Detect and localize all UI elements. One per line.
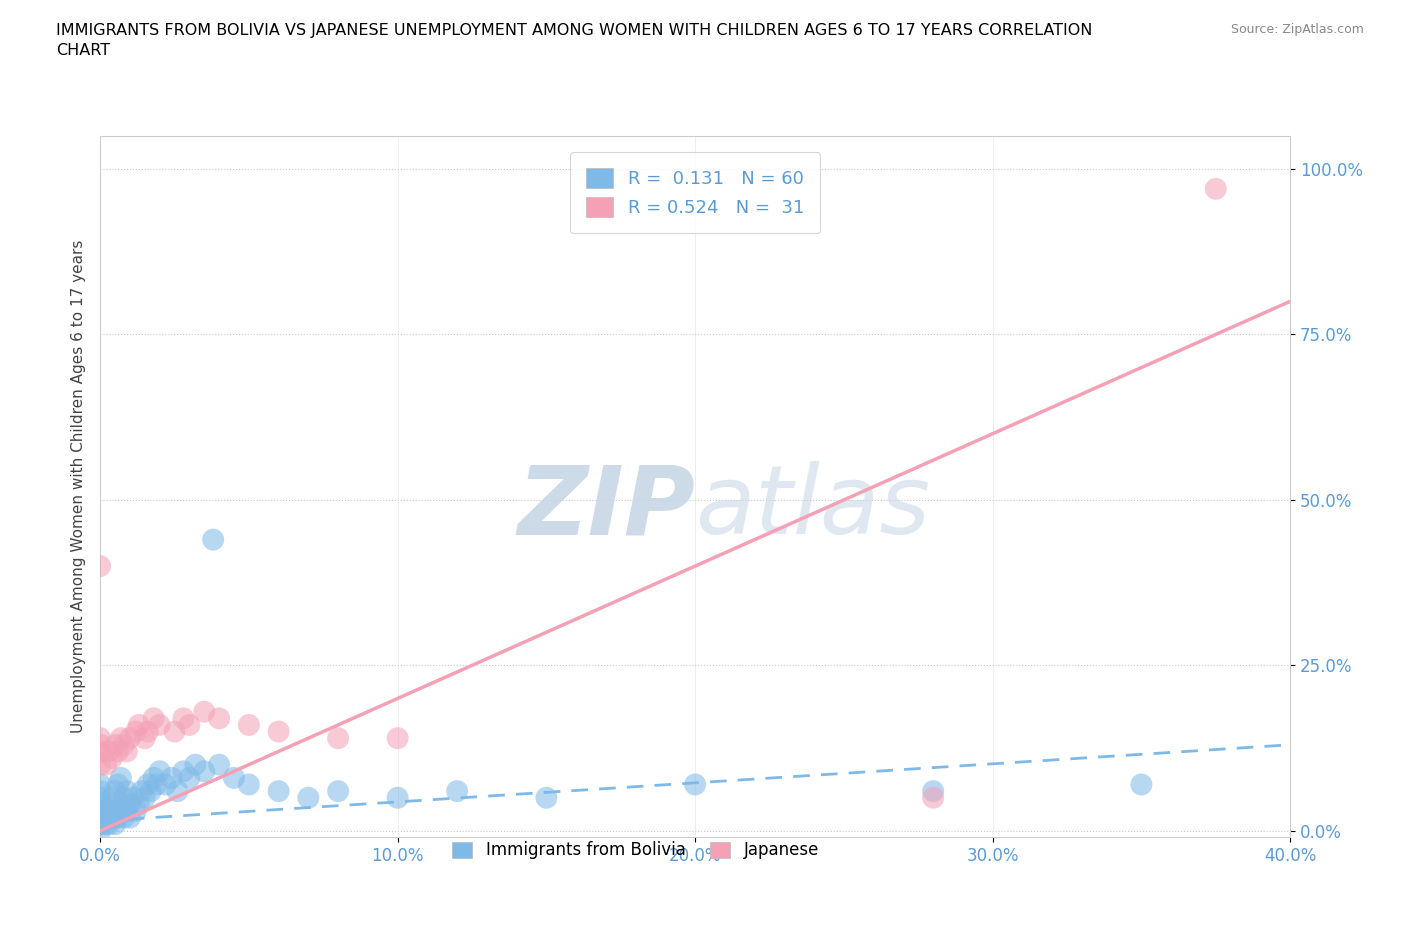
Y-axis label: Unemployment Among Women with Children Ages 6 to 17 years: Unemployment Among Women with Children A…: [72, 240, 86, 734]
Point: [446, 784, 468, 799]
Point: [104, 737, 127, 752]
Point: [89, 797, 111, 812]
Point: [101, 810, 124, 825]
Point: [110, 731, 132, 746]
Point: [101, 797, 124, 812]
Point: [139, 784, 162, 799]
Point: [172, 764, 194, 778]
Point: [222, 770, 245, 785]
Point: [208, 757, 231, 772]
Point: [326, 784, 349, 799]
Point: [208, 711, 231, 725]
Point: [142, 711, 165, 725]
Point: [267, 724, 290, 739]
Point: [922, 790, 945, 805]
Point: [172, 711, 194, 725]
Point: [193, 704, 215, 719]
Point: [89, 817, 111, 831]
Point: [387, 731, 409, 746]
Point: [128, 797, 150, 812]
Point: [142, 770, 165, 785]
Point: [125, 804, 148, 818]
Point: [115, 804, 138, 818]
Point: [387, 790, 409, 805]
Point: [166, 784, 188, 799]
Point: [89, 757, 111, 772]
Point: [98, 744, 121, 759]
Point: [160, 770, 183, 785]
Point: [101, 790, 124, 805]
Point: [922, 784, 945, 799]
Point: [101, 751, 124, 765]
Text: ZIP: ZIP: [517, 461, 695, 554]
Point: [94, 817, 117, 831]
Point: [131, 784, 153, 799]
Point: [89, 823, 111, 838]
Point: [1130, 777, 1153, 792]
Point: [94, 757, 117, 772]
Point: [149, 764, 172, 778]
Point: [155, 777, 177, 792]
Text: IMMIGRANTS FROM BOLIVIA VS JAPANESE UNEMPLOYMENT AMONG WOMEN WITH CHILDREN AGES : IMMIGRANTS FROM BOLIVIA VS JAPANESE UNEM…: [56, 23, 1092, 58]
Point: [89, 784, 111, 799]
Point: [89, 790, 111, 805]
Point: [107, 810, 129, 825]
Point: [184, 757, 207, 772]
Point: [89, 744, 111, 759]
Point: [118, 797, 141, 812]
Point: [89, 817, 111, 831]
Point: [112, 737, 135, 752]
Point: [145, 777, 167, 792]
Point: [89, 559, 111, 574]
Point: [136, 777, 159, 792]
Point: [193, 764, 215, 778]
Legend: Immigrants from Bolivia, Japanese: Immigrants from Bolivia, Japanese: [444, 833, 828, 868]
Point: [98, 804, 121, 818]
Point: [115, 744, 138, 759]
Point: [107, 744, 129, 759]
Point: [163, 724, 186, 739]
Point: [125, 724, 148, 739]
Point: [267, 784, 290, 799]
Point: [134, 731, 156, 746]
Point: [683, 777, 706, 792]
Point: [89, 810, 111, 825]
Point: [238, 777, 260, 792]
Text: atlas: atlas: [695, 461, 931, 554]
Point: [202, 532, 225, 547]
Point: [118, 731, 141, 746]
Point: [98, 817, 121, 831]
Point: [128, 718, 150, 733]
Point: [89, 777, 111, 792]
Point: [104, 784, 127, 799]
Point: [112, 790, 135, 805]
Point: [112, 810, 135, 825]
Point: [118, 810, 141, 825]
Point: [89, 731, 111, 746]
Point: [94, 810, 117, 825]
Point: [89, 737, 111, 752]
Point: [107, 777, 129, 792]
Point: [326, 731, 349, 746]
Point: [110, 804, 132, 818]
Point: [110, 770, 132, 785]
Point: [134, 790, 156, 805]
Text: Source: ZipAtlas.com: Source: ZipAtlas.com: [1230, 23, 1364, 36]
Point: [136, 724, 159, 739]
Point: [149, 718, 172, 733]
Point: [1205, 181, 1227, 196]
Point: [104, 817, 127, 831]
Point: [297, 790, 319, 805]
Point: [179, 718, 201, 733]
Point: [89, 804, 111, 818]
Point: [121, 790, 143, 805]
Point: [89, 810, 111, 825]
Point: [536, 790, 558, 805]
Point: [179, 770, 201, 785]
Point: [104, 804, 127, 818]
Point: [115, 784, 138, 799]
Point: [238, 718, 260, 733]
